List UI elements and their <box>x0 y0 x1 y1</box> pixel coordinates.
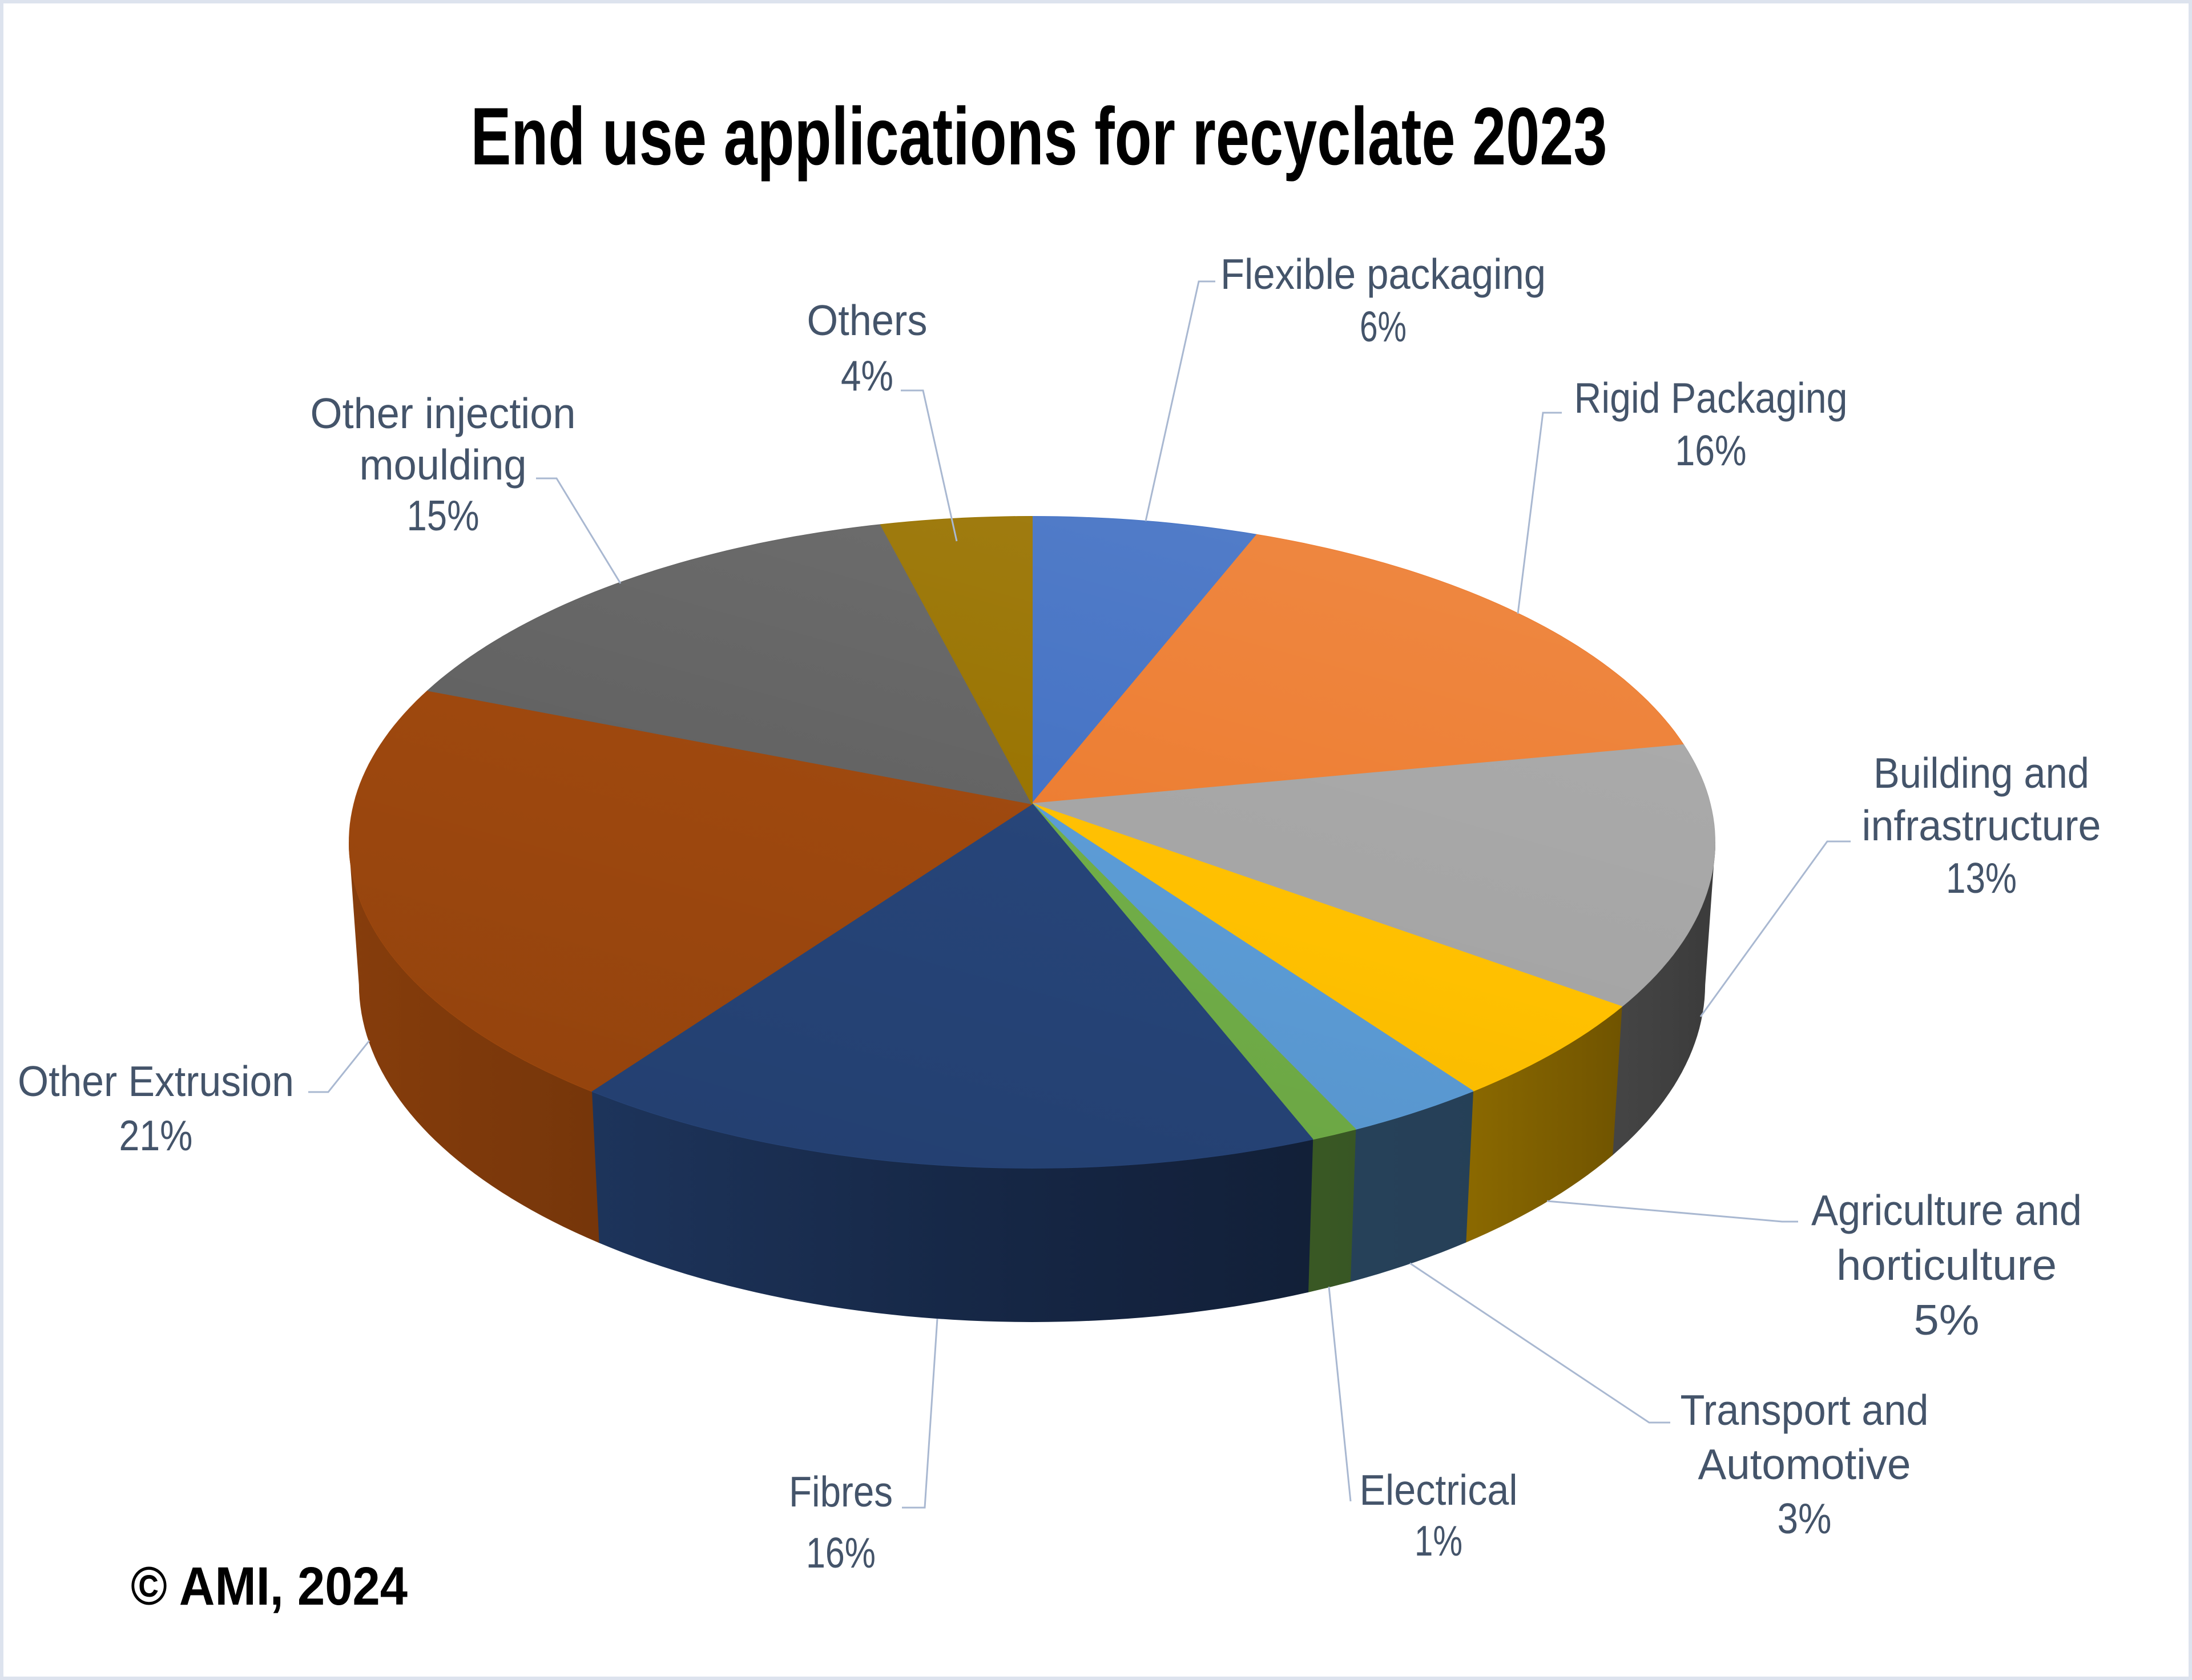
svg-text:6%: 6% <box>1360 303 1407 350</box>
svg-text:Transport and: Transport and <box>1681 1386 1929 1434</box>
svg-text:© AMI, 2024: © AMI, 2024 <box>131 1556 408 1617</box>
svg-text:5%: 5% <box>1914 1296 1980 1344</box>
svg-text:16%: 16% <box>806 1529 876 1577</box>
svg-text:Rigid Packaging: Rigid Packaging <box>1574 374 1848 422</box>
svg-text:horticulture: horticulture <box>1836 1241 2057 1289</box>
svg-text:15%: 15% <box>407 491 480 539</box>
svg-text:13%: 13% <box>1946 854 2017 902</box>
svg-text:Fibres: Fibres <box>789 1468 893 1516</box>
svg-text:1%: 1% <box>1415 1517 1462 1565</box>
svg-text:4%: 4% <box>841 352 893 400</box>
svg-text:Other Extrusion: Other Extrusion <box>18 1057 294 1105</box>
svg-text:3%: 3% <box>1778 1494 1832 1542</box>
svg-text:Building and: Building and <box>1873 749 2089 797</box>
svg-text:End use applications for recyc: End use applications for recyclate 2023 <box>471 91 1607 182</box>
svg-text:Other injection: Other injection <box>311 389 576 437</box>
svg-text:infrastructure: infrastructure <box>1862 801 2101 849</box>
svg-text:16%: 16% <box>1675 426 1747 474</box>
svg-text:Agriculture and: Agriculture and <box>1811 1186 2082 1234</box>
svg-text:Automotive: Automotive <box>1698 1440 1911 1488</box>
svg-text:Electrical: Electrical <box>1360 1466 1518 1514</box>
svg-text:21%: 21% <box>119 1111 193 1159</box>
svg-text:Others: Others <box>807 296 928 344</box>
svg-text:moulding: moulding <box>360 441 527 489</box>
svg-text:Flexible packaging: Flexible packaging <box>1220 250 1546 298</box>
